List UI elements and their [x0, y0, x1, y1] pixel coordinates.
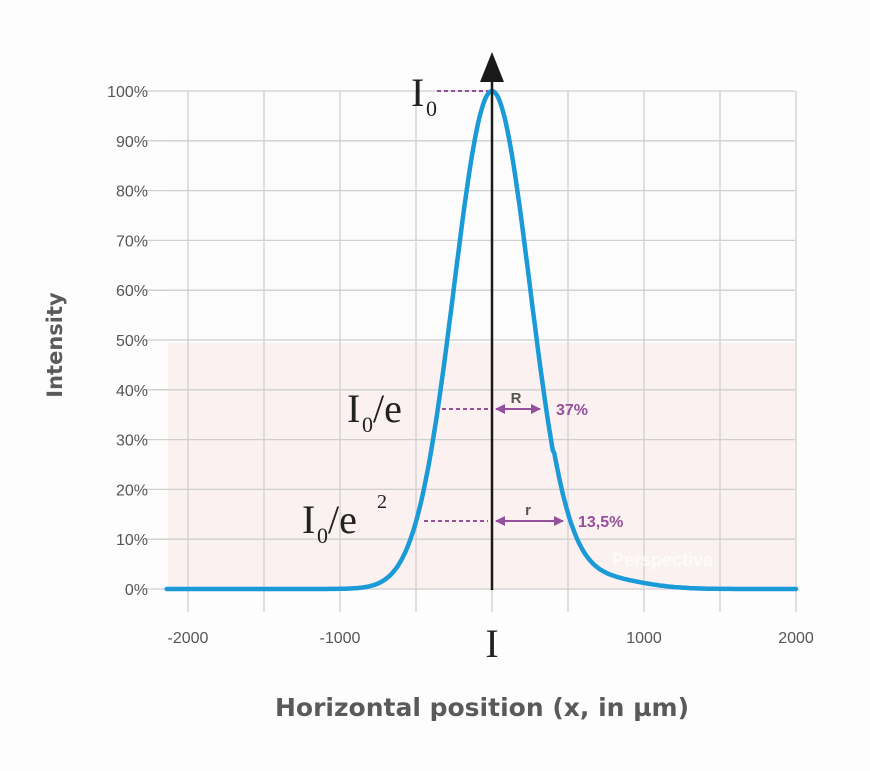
y-axis-ticks: 0% 10% 20% 30% 40% 50% 60% 70% 80% 90% 100%	[107, 84, 148, 599]
i0-label: I 0	[411, 70, 437, 121]
svg-text:I: I	[302, 497, 315, 542]
grid-lines	[145, 90, 797, 612]
arrow-up-icon	[480, 52, 504, 82]
svg-text:I: I	[411, 70, 424, 115]
svg-text:I: I	[347, 386, 360, 431]
intensity-axis-label-I: I	[485, 621, 498, 666]
radius-r-label: r	[525, 502, 531, 519]
y-tick-label: 70%	[116, 233, 148, 250]
y-tick-label: 20%	[116, 482, 148, 499]
x-tick-label: 2000	[778, 630, 814, 647]
x-axis-title: Horizontal position (x, in µm)	[275, 693, 689, 722]
radius-R-label: R	[511, 390, 522, 407]
y-tick-label: 90%	[116, 134, 148, 151]
y-tick-label: 30%	[116, 433, 148, 450]
i0-over-e-squared-label: I 0 /e 2	[302, 491, 387, 548]
x-tick-label: -2000	[168, 630, 209, 647]
y-tick-label: 100%	[107, 84, 148, 101]
i0-over-e-label: I 0 /e	[347, 386, 402, 437]
svg-text:0: 0	[317, 523, 328, 548]
percent-13-5-label: 13,5%	[578, 514, 623, 531]
svg-text:0: 0	[362, 412, 373, 437]
y-axis-title: Intensity	[43, 292, 67, 398]
svg-text:/e: /e	[373, 386, 402, 431]
x-tick-label: 1000	[626, 630, 662, 647]
svg-text:/e: /e	[328, 497, 357, 542]
svg-text:2: 2	[377, 491, 387, 513]
svg-text:0: 0	[426, 96, 437, 121]
y-tick-label: 50%	[116, 333, 148, 350]
gaussian-curve	[164, 88, 799, 592]
y-tick-label: 40%	[116, 383, 148, 400]
y-tick-label: 0%	[125, 582, 148, 599]
x-axis-ticks: -2000 -1000 1000 2000	[168, 630, 814, 647]
y-tick-label: 10%	[116, 532, 148, 549]
watermark: Perspectiva	[612, 550, 714, 570]
shaded-region-below-50	[168, 343, 795, 589]
percent-37-label: 37%	[556, 402, 588, 419]
upper-plot-area	[168, 91, 795, 343]
y-tick-label: 80%	[116, 184, 148, 201]
y-tick-label: 60%	[116, 283, 148, 300]
x-tick-label: -1000	[320, 630, 361, 647]
